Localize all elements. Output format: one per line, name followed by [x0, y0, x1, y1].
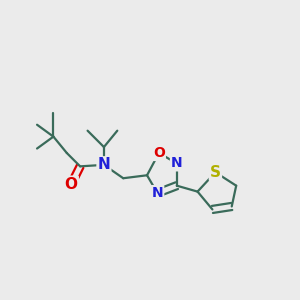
Text: S: S — [210, 165, 221, 180]
Text: N: N — [171, 156, 183, 170]
Text: N: N — [98, 158, 110, 172]
Text: O: O — [153, 146, 165, 160]
Text: N: N — [152, 186, 163, 200]
Text: O: O — [65, 177, 78, 192]
